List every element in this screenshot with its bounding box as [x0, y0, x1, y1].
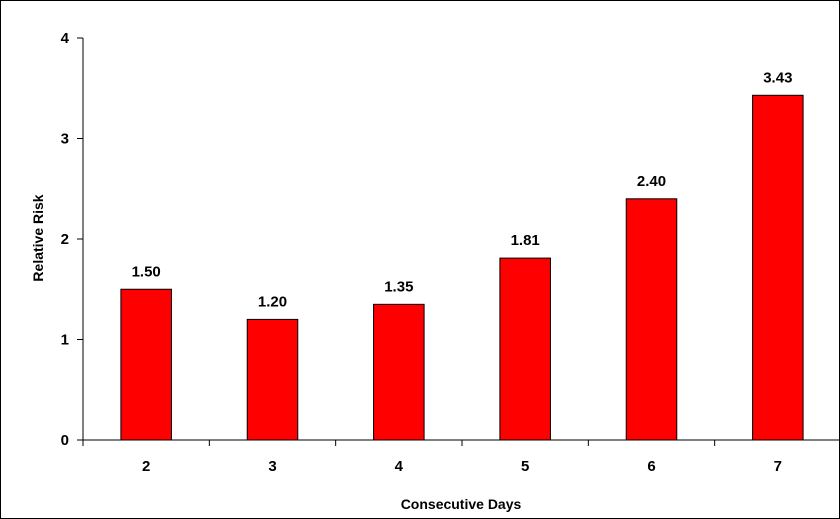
x-tick-label: 4 — [395, 458, 404, 475]
bar-group — [120, 94, 804, 441]
bar-value-label: 1.35 — [384, 278, 413, 295]
bar — [246, 318, 299, 441]
value-label-group: 1.50 1.20 1.35 1.81 2.40 3.43 — [132, 69, 793, 310]
bar-value-label: 1.81 — [511, 232, 540, 249]
bar — [373, 303, 425, 441]
bar-value-label: 3.43 — [763, 69, 792, 86]
x-axis-title: Consecutive Days — [401, 496, 522, 512]
x-axis: 2 3 4 5 6 7 — [82, 439, 839, 475]
bar — [625, 198, 678, 441]
bar — [120, 288, 172, 441]
bar — [752, 94, 804, 441]
y-tick-label: 2 — [61, 231, 69, 248]
y-tick-label: 4 — [61, 30, 70, 47]
bar — [499, 257, 551, 441]
bar-value-label: 2.40 — [637, 173, 666, 190]
y-tick-label: 0 — [61, 432, 69, 449]
x-tick-label: 3 — [268, 458, 276, 475]
x-tick-label: 7 — [774, 458, 782, 475]
y-axis: 0 1 2 3 4 — [61, 30, 84, 449]
y-tick-label: 3 — [61, 131, 69, 148]
bar-value-label: 1.50 — [132, 263, 161, 280]
x-tick-label: 2 — [142, 458, 150, 475]
y-axis-title: Relative Risk — [30, 194, 46, 281]
x-tick-label: 6 — [647, 458, 655, 475]
x-tick-label: 5 — [521, 458, 529, 475]
bar-value-label: 1.20 — [258, 293, 287, 310]
y-tick-label: 1 — [61, 332, 69, 349]
